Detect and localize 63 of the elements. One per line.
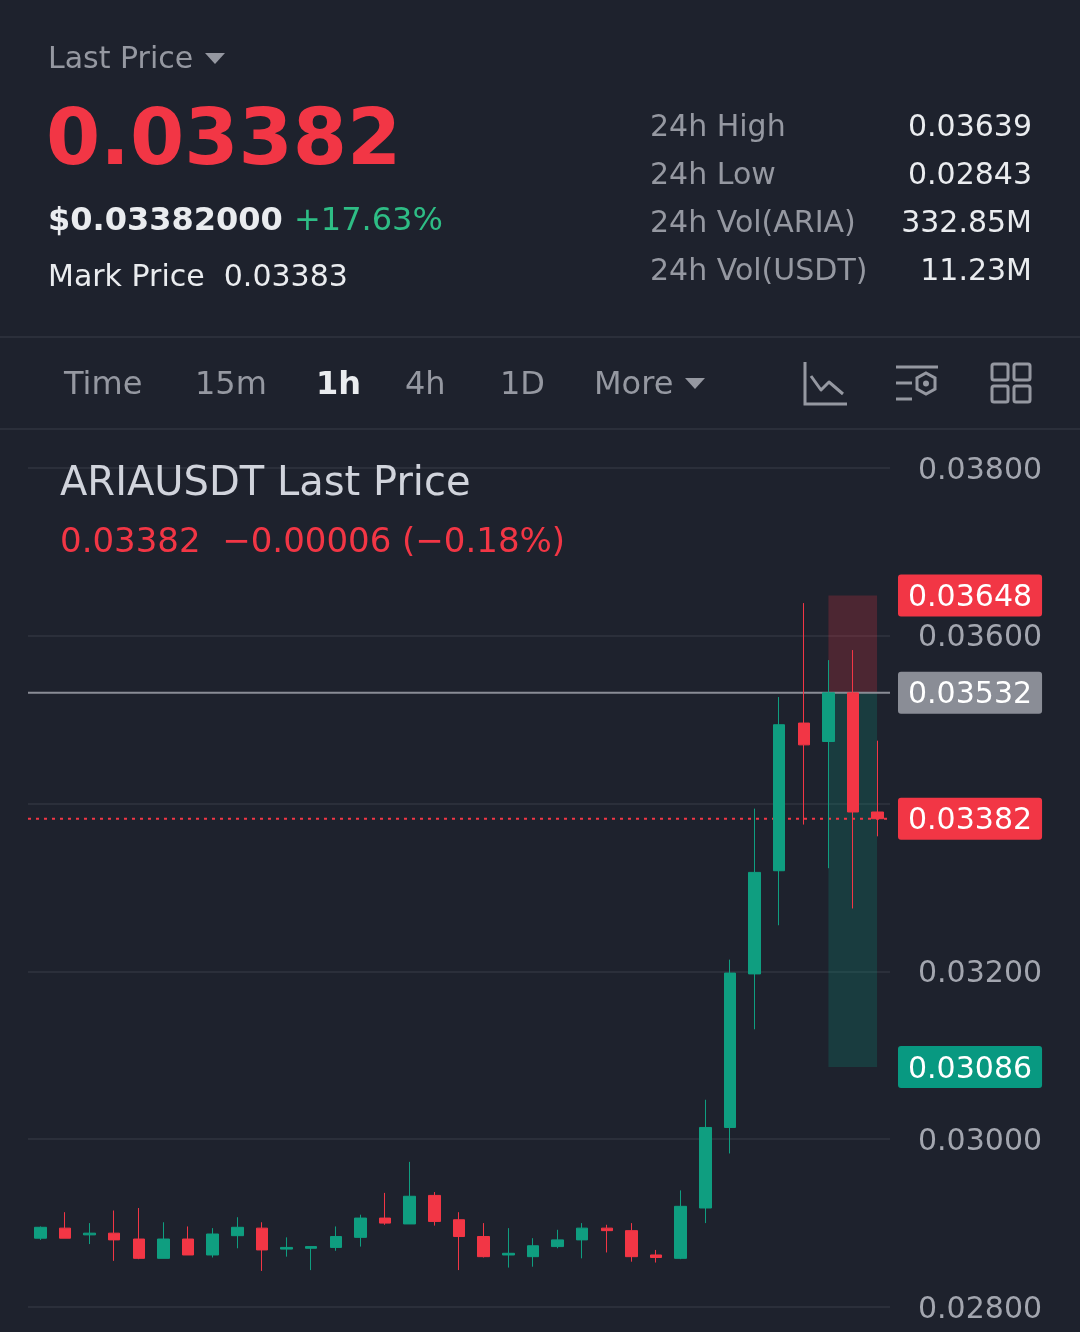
band-label: 0.03086 <box>908 1049 1033 1085</box>
candlestick <box>674 1189 687 1260</box>
text: 24h High <box>650 108 786 143</box>
text: 24h Vol(USDT) <box>650 252 868 287</box>
ref-line-label: 0.03532 <box>908 675 1033 711</box>
text: 0.03382 −0.00006 (−0.18%) <box>60 520 566 560</box>
candlestick <box>330 1225 342 1252</box>
candlestick <box>157 1221 170 1259</box>
text: 0.03382 <box>46 92 402 182</box>
ref-line-label: 0.03382 <box>908 801 1033 837</box>
candlestick <box>256 1221 268 1272</box>
candlestick <box>83 1222 96 1245</box>
band-label: 0.03648 <box>908 578 1033 614</box>
text: 4h <box>405 364 446 402</box>
candlestick <box>551 1229 564 1249</box>
candlestick <box>280 1236 293 1258</box>
text: 15m <box>195 364 267 402</box>
text: Time <box>64 364 143 402</box>
text: 24h Vol(ARIA) <box>650 204 856 239</box>
candlestick <box>822 659 835 869</box>
y-tick-label: 0.03000 <box>918 1121 1043 1157</box>
text: 11.23M <box>920 252 1032 287</box>
candlestick <box>133 1207 145 1260</box>
candlestick <box>625 1222 638 1263</box>
candlestick <box>748 808 761 1030</box>
candlestick <box>231 1216 244 1249</box>
candlestick <box>453 1211 465 1271</box>
candlestick <box>206 1227 219 1258</box>
candlestick <box>108 1210 120 1262</box>
candlestick <box>59 1211 71 1239</box>
candlestick <box>379 1192 391 1226</box>
text: 0.03639 <box>907 108 1032 143</box>
candlestick <box>34 1225 47 1241</box>
candlestick <box>305 1246 317 1271</box>
candlestick <box>527 1237 539 1268</box>
candlestick <box>354 1214 367 1248</box>
text: 24h Low <box>650 156 776 191</box>
text: 1D <box>500 364 545 402</box>
candlestick <box>699 1099 712 1224</box>
candlestick <box>601 1224 613 1253</box>
y-tick-label: 0.03800 <box>918 450 1043 486</box>
chart-title: ARIAUSDT Last Price <box>60 458 471 504</box>
text: Mark Price <box>48 258 205 293</box>
candlestick <box>724 959 736 1154</box>
candlestick <box>773 696 785 926</box>
candlestick <box>576 1222 588 1259</box>
candlestick <box>650 1249 662 1264</box>
candlestick <box>502 1227 515 1269</box>
y-tick-label: 0.03200 <box>918 953 1043 989</box>
candlestick <box>428 1191 441 1227</box>
text: More <box>594 364 675 402</box>
text: $0.03382000 <box>48 200 283 238</box>
y-tick-label: 0.03600 <box>918 618 1043 654</box>
text: Last Price <box>48 40 195 75</box>
text: +17.63% <box>293 200 443 238</box>
text: 0.02843 <box>907 156 1032 191</box>
candlestick <box>403 1161 416 1225</box>
y-tick-label: 0.02800 <box>918 1289 1043 1325</box>
text: 1h <box>316 364 362 402</box>
candlestick <box>477 1222 490 1258</box>
text: 0.03383 <box>223 258 348 293</box>
text: 332.85M <box>901 204 1032 239</box>
candlestick <box>182 1225 194 1256</box>
